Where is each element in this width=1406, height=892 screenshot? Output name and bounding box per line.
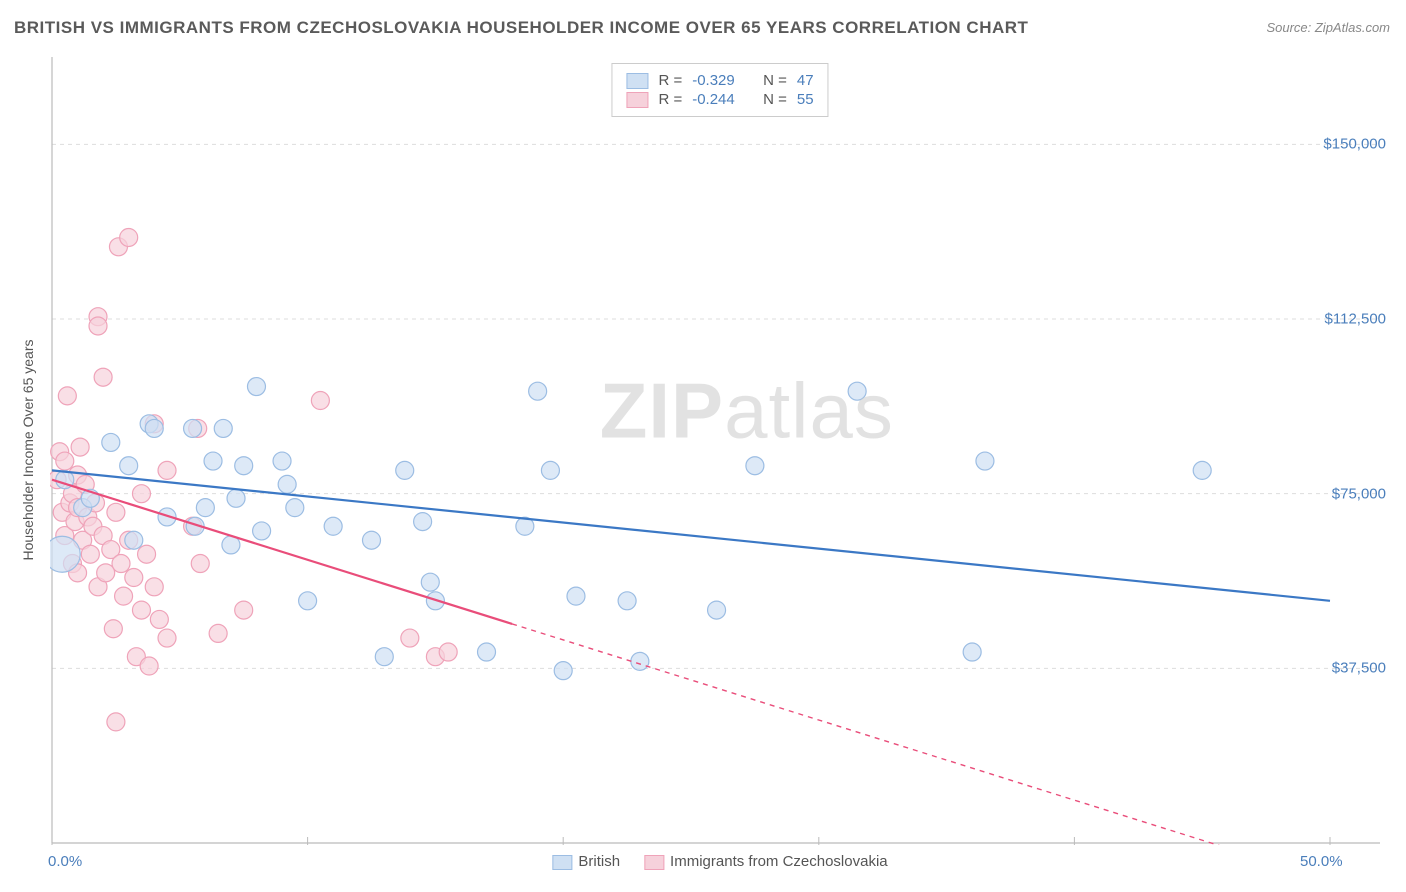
chart-area: Householder Income Over 65 years ZIPatla… <box>50 55 1390 845</box>
legend-item: British <box>552 853 620 870</box>
r-value: -0.244 <box>692 91 735 108</box>
legend-swatch <box>626 73 648 89</box>
n-value: 55 <box>797 91 814 108</box>
r-label: R = <box>658 72 682 89</box>
legend-label: British <box>578 853 620 870</box>
x-tick-label: 50.0% <box>1300 853 1343 870</box>
legend-swatch <box>552 855 572 870</box>
legend-swatch <box>644 855 664 870</box>
stats-legend-row: R = -0.329 N = 47 <box>626 72 813 89</box>
n-label: N = <box>763 72 787 89</box>
r-value: -0.329 <box>692 72 735 89</box>
legend-item: Immigrants from Czechoslovakia <box>644 853 888 870</box>
legend-swatch <box>626 92 648 108</box>
series-legend: British Immigrants from Czechoslovakia <box>552 853 887 870</box>
scatter-plot <box>50 55 1390 845</box>
y-tick-label: $37,500 <box>1332 660 1386 677</box>
y-tick-label: $112,500 <box>1325 311 1386 328</box>
y-axis-label: Householder Income Over 65 years <box>20 340 36 561</box>
legend-label: Immigrants from Czechoslovakia <box>670 853 888 870</box>
n-label: N = <box>763 91 787 108</box>
r-label: R = <box>658 91 682 108</box>
stats-legend: R = -0.329 N = 47 R = -0.244 N = 55 <box>611 63 828 117</box>
source-label: Source: ZipAtlas.com <box>1266 20 1390 35</box>
n-value: 47 <box>797 72 814 89</box>
x-tick-label: 0.0% <box>48 853 82 870</box>
chart-title: BRITISH VS IMMIGRANTS FROM CZECHOSLOVAKI… <box>14 18 1028 38</box>
y-tick-label: $150,000 <box>1323 136 1386 153</box>
stats-legend-row: R = -0.244 N = 55 <box>626 91 813 108</box>
y-tick-label: $75,000 <box>1332 485 1386 502</box>
